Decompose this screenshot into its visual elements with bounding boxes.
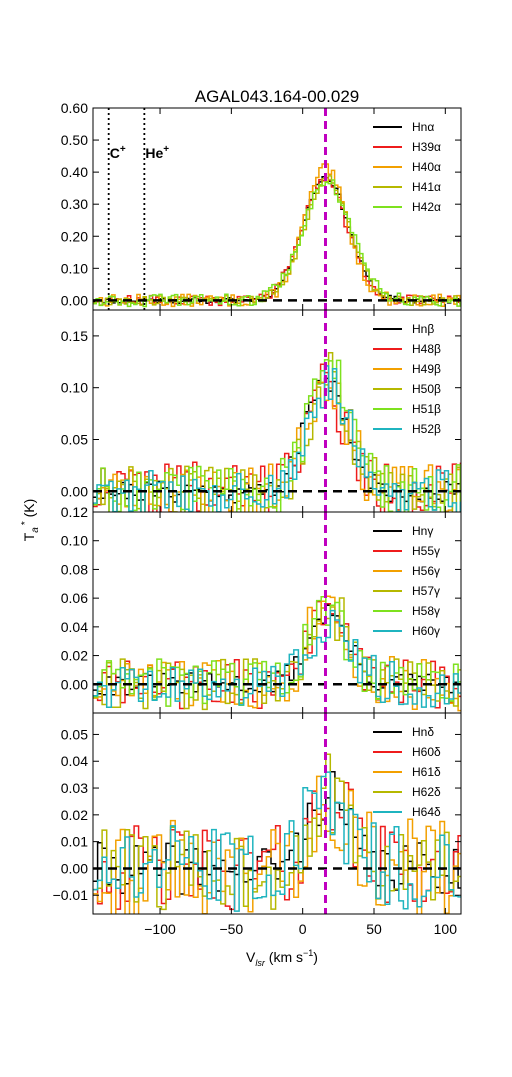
y-tick-label: 0.40 — [61, 164, 88, 180]
y-tick-label: 0.00 — [61, 483, 88, 499]
marker-label: C+ — [110, 144, 126, 161]
y-tick-label: 0.12 — [61, 504, 88, 520]
x-tick-label: 100 — [434, 921, 458, 937]
y-tick-label: 0.10 — [61, 260, 88, 276]
panel-alpha: C+ He+ 0.00 0.10 0.20 0.30 0.40 0.50 0.60 Hnα H39α… — [61, 100, 462, 311]
y-tick-label: 0.00 — [61, 676, 88, 692]
legend-label: H48β — [412, 342, 441, 356]
y-tick-label: 0.08 — [61, 561, 88, 577]
y-tick-label: 0.00 — [61, 292, 88, 308]
legend-label: H64δ — [412, 805, 441, 819]
legend-label: H60γ — [412, 624, 440, 638]
panel-frame — [92, 712, 462, 915]
x-tick-label: −50 — [219, 921, 243, 937]
panel-frame — [92, 107, 462, 311]
y-tick-label: 0.00 — [61, 860, 88, 876]
series-line — [93, 771, 461, 912]
y-tick-label: 0.04 — [61, 619, 88, 635]
y-tick-label: −0.01 — [53, 887, 89, 903]
y-tick-label: 0.04 — [61, 753, 88, 769]
legend-label: H39α — [412, 140, 441, 154]
chart-title: AGAL043.164-00.029 — [195, 87, 359, 106]
legend: Hnδ H60δ H61δ H62δ H64δ — [373, 725, 441, 819]
y-tick-label: 0.02 — [61, 807, 88, 823]
panel-gamma: 0.000.020.040.060.080.100.12HnγH55γH56γH… — [61, 504, 462, 714]
y-tick-label: 0.60 — [61, 100, 88, 116]
series-line — [93, 609, 461, 708]
x-axis-label: Vlsr (km s−1) — [246, 948, 318, 968]
legend-label: H57γ — [412, 584, 440, 598]
legend-label: Hnβ — [412, 322, 434, 336]
legend-label: H40α — [412, 160, 441, 174]
legend: Hnα H39α H40α H41α H42α — [373, 120, 441, 214]
legend-label: H62δ — [412, 785, 441, 799]
y-tick-label: 0.10 — [61, 533, 88, 549]
series-line — [93, 179, 461, 308]
legend-label: Hnα — [412, 120, 434, 134]
y-tick-label: 0.06 — [61, 590, 88, 606]
x-tick-label: 0 — [299, 921, 307, 937]
x-tick-label: 50 — [366, 921, 382, 937]
y-tick-label: 0.15 — [61, 328, 88, 344]
x-tick-label: −100 — [144, 921, 176, 937]
legend-label: Hnδ — [412, 725, 434, 739]
legend-label: H51β — [412, 402, 441, 416]
series-line — [93, 175, 461, 307]
marker-label: He+ — [145, 144, 169, 161]
legend-label: H55γ — [412, 544, 440, 558]
legend-label: Hnγ — [412, 524, 433, 538]
y-tick-label: 0.01 — [61, 834, 88, 850]
y-tick-label: 0.02 — [61, 648, 88, 664]
y-tick-label: 0.10 — [61, 380, 88, 396]
y-tick-label: 0.20 — [61, 228, 88, 244]
legend: Hnγ H55γ H56γ H57γ H58γ H60γ — [373, 524, 440, 638]
y-tick-label: 0.05 — [61, 431, 88, 447]
legend-label: H49β — [412, 362, 441, 376]
y-tick-label: 0.03 — [61, 780, 88, 796]
legend-label: H61δ — [412, 765, 441, 779]
series-line — [93, 365, 461, 512]
legend-label: H41α — [412, 180, 441, 194]
legend-label: H42α — [412, 200, 441, 214]
y-tick-label: 0.50 — [61, 132, 88, 148]
legend-label: H50β — [412, 382, 441, 396]
y-tick-label: 0.30 — [61, 196, 88, 212]
panel-beta: 0.00 0.05 0.10 0.15 Hnβ H48β H49β H50β H51β H52β — [61, 309, 462, 513]
legend-label: H56γ — [412, 564, 440, 578]
legend-label: H58γ — [412, 604, 440, 618]
panel-delta: −0.01 0.00 0.01 0.02 0.03 0.04 0.05 −100 −50 0 50 1… — [53, 712, 462, 937]
legend-label: H60δ — [412, 745, 441, 759]
y-tick-label: 0.05 — [61, 726, 88, 742]
y-axis-label: Ta* (K) — [20, 499, 41, 542]
legend: Hnβ H48β H49β H50β H51β H52β — [373, 322, 441, 436]
legend-label: H52β — [412, 422, 441, 436]
